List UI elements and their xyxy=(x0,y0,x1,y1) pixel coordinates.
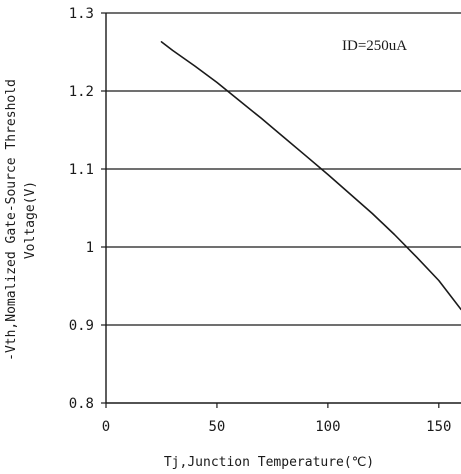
y-tick-label: 1.3 xyxy=(69,6,94,22)
gridlines xyxy=(106,12,461,326)
x-axis-label: Tj,Junction Temperature(℃) xyxy=(164,455,374,470)
y-tick-label: 1.2 xyxy=(69,84,94,100)
series-layer xyxy=(160,41,461,311)
axes xyxy=(105,13,461,404)
y-axis-label-line2: Voltage(V) xyxy=(23,181,38,259)
y-tick-label: 1.1 xyxy=(69,162,94,178)
y-tick-label: 0.9 xyxy=(69,318,94,334)
y-axis-label-line1: -Vth,Nomalized Gate-Source Threshold xyxy=(4,79,19,361)
x-tick-label: 0 xyxy=(102,419,110,435)
y-tick-label: 0.8 xyxy=(69,396,94,412)
y-tick-label: 1 xyxy=(86,240,94,256)
x-tick-label: 150 xyxy=(426,419,451,435)
annotation-id-current: ID=250uA xyxy=(342,38,407,54)
x-tick-label: 50 xyxy=(209,419,226,435)
x-tick-label: 100 xyxy=(315,419,340,435)
tick-labels: 0.8 0.9 1 1.1 1.2 1.3 0 50 100 150 xyxy=(69,6,452,435)
series-line-0 xyxy=(160,41,461,311)
